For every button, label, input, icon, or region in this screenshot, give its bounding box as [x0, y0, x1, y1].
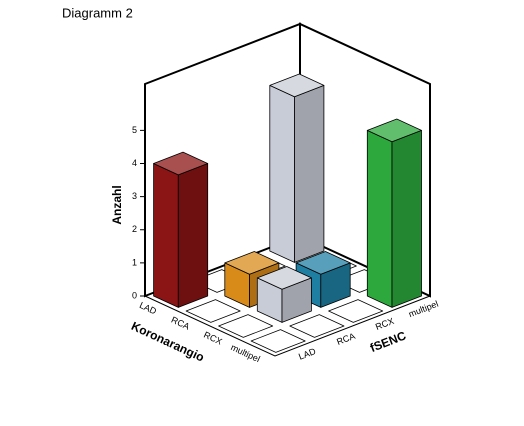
bar-top — [295, 251, 351, 275]
y-axis-title: Anzahl — [110, 185, 124, 224]
y-tick-label: 2 — [132, 224, 137, 234]
chart-title: Diagramm 2 — [62, 5, 133, 20]
x-axis-title: Koronarangio — [129, 319, 206, 365]
empty-cell — [218, 314, 274, 338]
bar-top — [256, 266, 312, 290]
empty-cell — [185, 299, 241, 323]
empty-cell — [328, 299, 384, 323]
empty-cell — [289, 314, 345, 338]
bar-side — [177, 163, 209, 308]
y-tick-label: 4 — [132, 158, 137, 168]
y-tick-label: 3 — [132, 191, 137, 201]
y-tick-label: 5 — [132, 125, 137, 135]
bar-front — [269, 85, 295, 263]
bar-front — [153, 163, 179, 308]
bar-top — [269, 73, 325, 98]
bar-top — [153, 151, 209, 176]
z-axis-title: fSENC — [368, 328, 408, 355]
z-tick-label: multipel — [407, 299, 440, 320]
bar-front — [366, 129, 393, 308]
y-tick-label: 0 — [132, 290, 137, 300]
bar-side — [294, 85, 325, 263]
x-tick-label: LAD — [138, 300, 159, 317]
y-tick-label: 1 — [132, 257, 137, 267]
bar-top — [366, 118, 422, 143]
z-tick-label: LAD — [297, 346, 317, 362]
bar-top — [224, 251, 280, 275]
x-tick-label: RCA — [170, 315, 191, 332]
bar-side — [391, 129, 422, 308]
z-tick-label: RCA — [335, 331, 356, 347]
x-tick-label: multipel — [229, 342, 261, 364]
z-tick-label: RCX — [374, 316, 395, 332]
floor-edge — [144, 295, 431, 357]
empty-cell — [250, 329, 306, 353]
x-tick-label: RCX — [202, 330, 223, 347]
